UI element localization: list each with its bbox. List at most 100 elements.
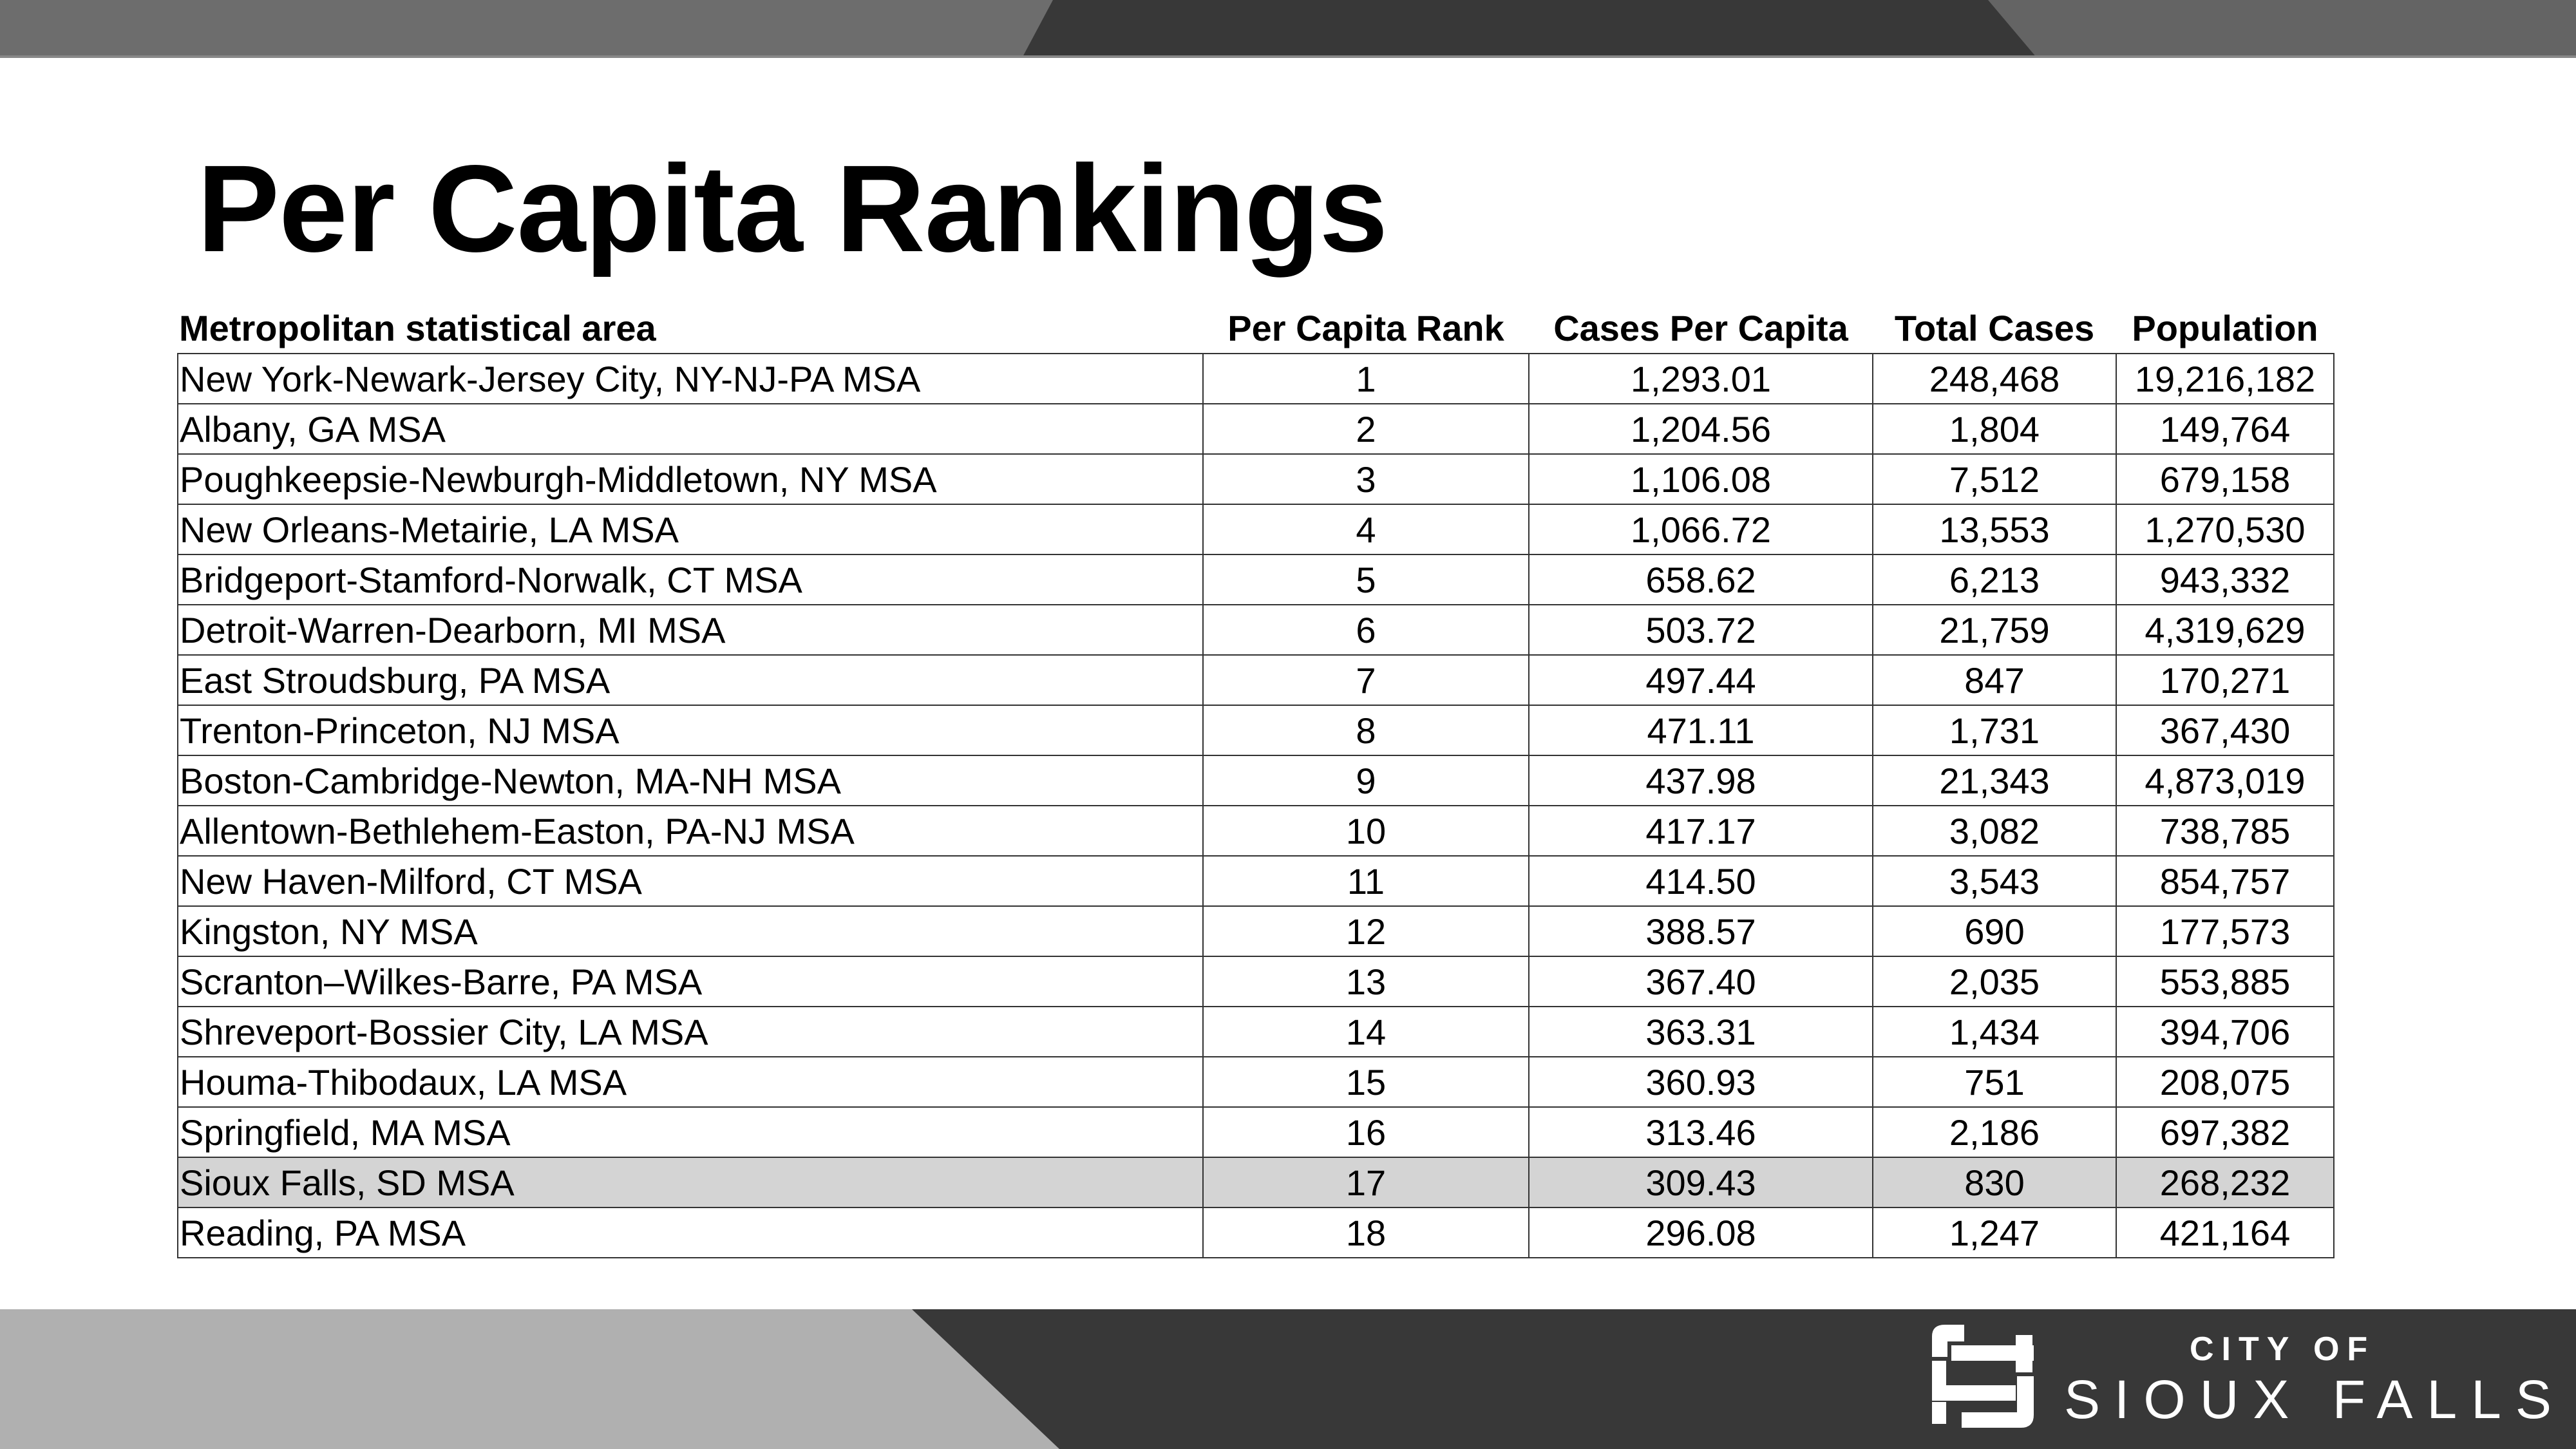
table-row: Trenton-Princeton, NJ MSA 8 471.11 1,731 367… [177, 705, 2334, 756]
cell-population: 553,885 [2116, 956, 2334, 1007]
cell-msa: Springfield, MA MSA [177, 1106, 1204, 1158]
cell-cases-per-capita: 414.50 [1528, 855, 1873, 907]
cell-total-cases: 6,213 [1872, 554, 2117, 605]
cell-population: 738,785 [2116, 805, 2334, 857]
cell-total-cases: 21,343 [1872, 755, 2117, 806]
cell-rank: 11 [1202, 855, 1530, 907]
cell-population: 367,430 [2116, 705, 2334, 756]
cell-total-cases: 2,186 [1872, 1106, 2117, 1158]
cell-total-cases: 1,434 [1872, 1006, 2117, 1057]
table-row: Reading, PA MSA 18 296.08 1,247 421,164 [177, 1207, 2334, 1258]
cell-cases-per-capita: 360.93 [1528, 1056, 1873, 1108]
cell-rank: 9 [1202, 755, 1530, 806]
table-row: Houma-Thibodaux, LA MSA 15 360.93 751 208,07… [177, 1056, 2334, 1108]
cell-population: 177,573 [2116, 905, 2334, 957]
top-banner [0, 0, 2576, 58]
cell-msa: Bridgeport-Stamford-Norwalk, CT MSA [177, 554, 1204, 605]
cell-population: 1,270,530 [2116, 504, 2334, 555]
table-row: Sioux Falls, SD MSA 17 309.43 830 268,232 [177, 1157, 2334, 1208]
cell-population: 4,873,019 [2116, 755, 2334, 806]
cell-msa: Shreveport-Bossier City, LA MSA [177, 1006, 1204, 1057]
cell-msa: Detroit-Warren-Dearborn, MI MSA [177, 604, 1204, 656]
cell-cases-per-capita: 1,293.01 [1528, 353, 1873, 404]
cell-total-cases: 847 [1872, 654, 2117, 706]
cell-rank: 6 [1202, 604, 1530, 656]
cell-population: 208,075 [2116, 1056, 2334, 1108]
cell-cases-per-capita: 471.11 [1528, 705, 1873, 756]
cell-total-cases: 690 [1872, 905, 2117, 957]
sioux-falls-logo-icon [1932, 1325, 2034, 1428]
cell-rank: 17 [1202, 1157, 1530, 1208]
cell-total-cases: 7,512 [1872, 453, 2117, 505]
cell-cases-per-capita: 1,204.56 [1528, 403, 1873, 455]
cell-msa: Scranton–Wilkes-Barre, PA MSA [177, 956, 1204, 1007]
cell-cases-per-capita: 503.72 [1528, 604, 1873, 656]
cell-msa: New Haven-Milford, CT MSA [177, 855, 1204, 907]
cell-population: 421,164 [2116, 1207, 2334, 1258]
table-row: Boston-Cambridge-Newton, MA-NH MSA 9 437.9… [177, 755, 2334, 806]
column-header-cases-per-capita: Cases Per Capita [1553, 307, 1848, 348]
cell-msa: Albany, GA MSA [177, 403, 1204, 455]
table-header-row: Metropolitan statistical area Per Capita… [178, 303, 2334, 354]
cell-cases-per-capita: 363.31 [1528, 1006, 1873, 1057]
cell-population: 170,271 [2116, 654, 2334, 706]
bottom-banner [0, 1309, 2576, 1449]
column-header-rank: Per Capita Rank [1227, 307, 1504, 348]
cell-total-cases: 2,035 [1872, 956, 2117, 1007]
cell-msa: Reading, PA MSA [177, 1207, 1204, 1258]
table-row: East Stroudsburg, PA MSA 7 497.44 847 170,27… [177, 654, 2334, 706]
cell-cases-per-capita: 417.17 [1528, 805, 1873, 857]
cell-rank: 4 [1202, 504, 1530, 555]
cell-cases-per-capita: 437.98 [1528, 755, 1873, 806]
cell-population: 854,757 [2116, 855, 2334, 907]
cell-rank: 2 [1202, 403, 1530, 455]
cell-msa: Sioux Falls, SD MSA [177, 1157, 1204, 1208]
cell-population: 268,232 [2116, 1157, 2334, 1208]
cell-cases-per-capita: 388.57 [1528, 905, 1873, 957]
table-row: Scranton–Wilkes-Barre, PA MSA 13 367.40 2,0… [177, 956, 2334, 1007]
table-row: New Orleans-Metairie, LA MSA 4 1,066.72 13,… [177, 504, 2334, 555]
cell-rank: 8 [1202, 705, 1530, 756]
logo-text-city-of: CITY OF [2190, 1331, 2376, 1368]
cell-rank: 15 [1202, 1056, 1530, 1108]
cell-population: 943,332 [2116, 554, 2334, 605]
cell-rank: 7 [1202, 654, 1530, 706]
cell-population: 19,216,182 [2116, 353, 2334, 404]
per-capita-rankings-table: Metropolitan statistical area Per Capita… [177, 303, 2334, 1258]
cell-total-cases: 1,731 [1872, 705, 2117, 756]
logo-text-sioux-falls: SIOUX FALLS [2064, 1369, 2566, 1430]
table-row: Shreveport-Bossier City, LA MSA 14 363.31 1… [177, 1006, 2334, 1057]
cell-cases-per-capita: 1,106.08 [1528, 453, 1873, 505]
cell-msa: Boston-Cambridge-Newton, MA-NH MSA [177, 755, 1204, 806]
page-title: Per Capita Rankings [197, 139, 1388, 278]
cell-rank: 5 [1202, 554, 1530, 605]
table-row: Springfield, MA MSA 16 313.46 2,186 697,382 [177, 1106, 2334, 1158]
cell-msa: New York-Newark-Jersey City, NY-NJ-PA MS… [177, 353, 1204, 404]
table-row: Allentown-Bethlehem-Easton, PA-NJ MSA 10 4… [177, 805, 2334, 857]
table-row: New Haven-Milford, CT MSA 11 414.50 3,543 85… [177, 855, 2334, 907]
cell-msa: East Stroudsburg, PA MSA [177, 654, 1204, 706]
cell-total-cases: 21,759 [1872, 604, 2117, 656]
cell-total-cases: 3,082 [1872, 805, 2117, 857]
cell-rank: 13 [1202, 956, 1530, 1007]
column-header-msa: Metropolitan statistical area [179, 307, 656, 348]
column-header-total-cases: Total Cases [1894, 307, 2095, 348]
cell-cases-per-capita: 309.43 [1528, 1157, 1873, 1208]
cell-population: 149,764 [2116, 403, 2334, 455]
cell-population: 394,706 [2116, 1006, 2334, 1057]
cell-cases-per-capita: 658.62 [1528, 554, 1873, 605]
cell-msa: Allentown-Bethlehem-Easton, PA-NJ MSA [177, 805, 1204, 857]
cell-msa: Poughkeepsie-Newburgh-Middletown, NY MSA [177, 453, 1204, 505]
table-row: New York-Newark-Jersey City, NY-NJ-PA MS… [177, 353, 2334, 404]
table-row: Bridgeport-Stamford-Norwalk, CT MSA 5 658.… [177, 554, 2334, 605]
cell-population: 697,382 [2116, 1106, 2334, 1158]
cell-cases-per-capita: 1,066.72 [1528, 504, 1873, 555]
table-row: Kingston, NY MSA 12 388.57 690 177,573 [177, 905, 2334, 957]
cell-total-cases: 1,247 [1872, 1207, 2117, 1258]
cell-total-cases: 248,468 [1872, 353, 2117, 404]
column-header-population: Population [2132, 307, 2318, 348]
cell-total-cases: 3,543 [1872, 855, 2117, 907]
cell-rank: 18 [1202, 1207, 1530, 1258]
cell-rank: 1 [1202, 353, 1530, 404]
cell-cases-per-capita: 497.44 [1528, 654, 1873, 706]
